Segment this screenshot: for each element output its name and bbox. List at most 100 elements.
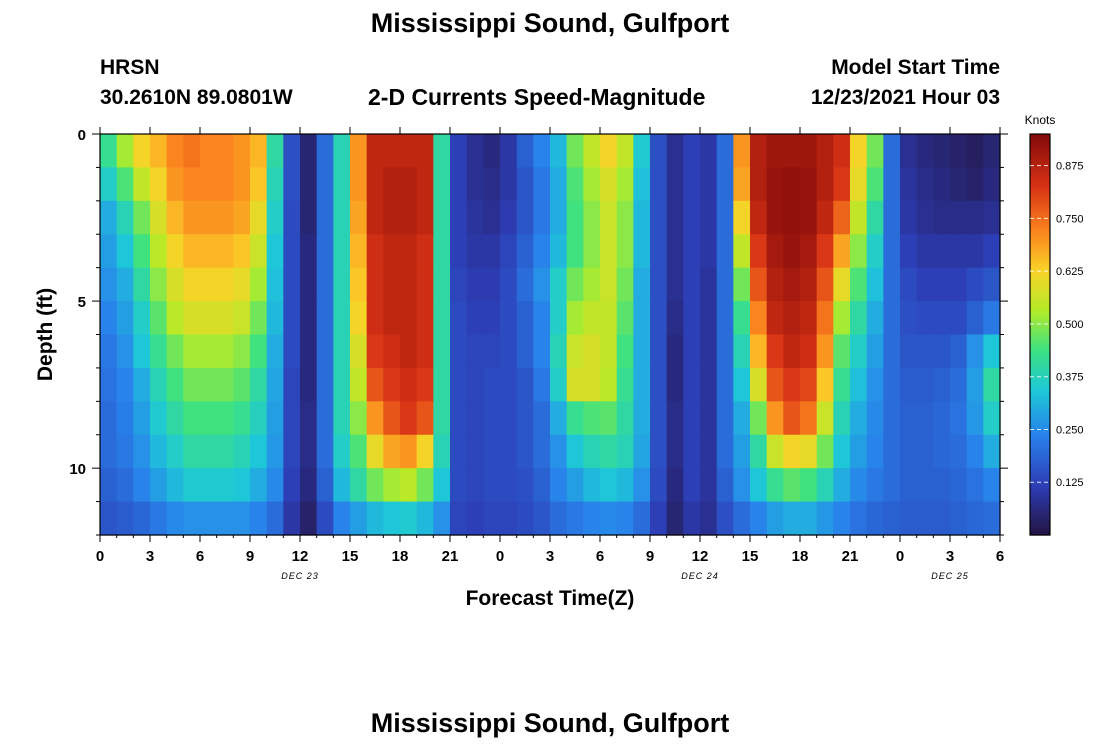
- heatmap-cell: [166, 301, 184, 336]
- heatmap-cell: [400, 200, 418, 235]
- heatmap-cell: [316, 267, 334, 302]
- heatmap-cell: [250, 167, 268, 202]
- heatmap-cell: [550, 501, 568, 536]
- x-tick-label: 12: [692, 548, 709, 565]
- colorbar-segment: [1030, 478, 1050, 483]
- heatmap-cell: [450, 468, 468, 503]
- heatmap-cell: [783, 334, 801, 369]
- heatmap-cell: [250, 468, 268, 503]
- heatmap-cell: [166, 200, 184, 235]
- heatmap-cell: [183, 367, 201, 402]
- heatmap-cell: [133, 468, 151, 503]
- heatmap-cell: [166, 501, 184, 536]
- colorbar-segment: [1030, 157, 1050, 162]
- heatmap-cell: [883, 301, 901, 336]
- heatmap-cell: [333, 234, 351, 269]
- heatmap-cell: [800, 267, 818, 302]
- colorbar-segment: [1030, 194, 1050, 199]
- heatmap-cell: [516, 434, 534, 469]
- heatmap-cell: [100, 468, 118, 503]
- colorbar-segment: [1030, 414, 1050, 419]
- heatmap-cell: [550, 367, 568, 402]
- heatmap-cell: [583, 334, 601, 369]
- heatmap-cell: [800, 334, 818, 369]
- heatmap-cell: [983, 367, 1001, 402]
- heatmap-cell: [850, 134, 868, 169]
- heatmap-cell: [716, 468, 734, 503]
- heatmap-cell: [800, 468, 818, 503]
- heatmap-cell: [866, 367, 884, 402]
- heatmap-cell: [983, 234, 1001, 269]
- heatmap-cell: [883, 167, 901, 202]
- heatmap-cell: [200, 501, 218, 536]
- heatmap-cell: [700, 501, 718, 536]
- colorbar-segment: [1030, 438, 1050, 443]
- heatmap-cell: [416, 334, 434, 369]
- heatmap-cell: [266, 200, 284, 235]
- heatmap-cell: [533, 468, 551, 503]
- heatmap-cell: [200, 234, 218, 269]
- heatmap-cell: [166, 334, 184, 369]
- heatmap-cell: [233, 200, 251, 235]
- colorbar-segment: [1030, 174, 1050, 179]
- heatmap-cell: [500, 334, 518, 369]
- heatmap-cell: [566, 401, 584, 436]
- heatmap-cell: [966, 301, 984, 336]
- heatmap-cell: [416, 301, 434, 336]
- heatmap-cell: [916, 200, 934, 235]
- heatmap-cell: [233, 501, 251, 536]
- heatmap-cell: [650, 401, 668, 436]
- colorbar-segment: [1030, 384, 1050, 389]
- heatmap-cell: [683, 267, 701, 302]
- heatmap-cell: [483, 134, 501, 169]
- colorbar-segment: [1030, 160, 1050, 165]
- colorbar-segment: [1030, 361, 1050, 366]
- heatmap-cell: [750, 501, 768, 536]
- heatmap-cell: [116, 367, 134, 402]
- heatmap-cell: [966, 501, 984, 536]
- heatmap-cell: [516, 334, 534, 369]
- heatmap-cell: [183, 334, 201, 369]
- heatmap-cell: [950, 167, 968, 202]
- heatmap-cell: [333, 301, 351, 336]
- heatmap-cell: [883, 134, 901, 169]
- heatmap-cell: [983, 401, 1001, 436]
- heatmap-cell: [500, 200, 518, 235]
- heatmap-cell: [116, 234, 134, 269]
- heatmap-cell: [866, 134, 884, 169]
- heatmap-cell: [783, 367, 801, 402]
- heatmap-cell: [283, 200, 301, 235]
- heatmap-cell: [100, 301, 118, 336]
- heatmap-cell: [416, 468, 434, 503]
- heatmap-cell: [800, 367, 818, 402]
- heatmap-cell: [150, 334, 168, 369]
- colorbar-segment: [1030, 307, 1050, 312]
- heatmap-cell: [183, 167, 201, 202]
- heatmap-cell: [166, 134, 184, 169]
- heatmap-cell: [783, 501, 801, 536]
- heatmap-cell: [166, 401, 184, 436]
- heatmap-cell: [466, 167, 484, 202]
- heatmap-cell: [716, 501, 734, 536]
- heatmap-cell: [466, 434, 484, 469]
- heatmap-cell: [500, 501, 518, 536]
- plot-subtitle: 2-D Currents Speed-Magnitude: [368, 84, 706, 110]
- heatmap-cell: [366, 167, 384, 202]
- heatmap-cell: [516, 234, 534, 269]
- heatmap-cell: [483, 234, 501, 269]
- heatmap-cell: [450, 167, 468, 202]
- x-tick-label: 18: [392, 548, 409, 565]
- heatmap-cell: [516, 167, 534, 202]
- colorbar-segment: [1030, 224, 1050, 229]
- heatmap-cell: [950, 468, 968, 503]
- colorbar-segment: [1030, 311, 1050, 316]
- heatmap-cell: [783, 200, 801, 235]
- heatmap-cell: [933, 134, 951, 169]
- heatmap-cell: [116, 134, 134, 169]
- heatmap-cell: [566, 468, 584, 503]
- heatmap-cell: [200, 267, 218, 302]
- heatmap-cell: [516, 367, 534, 402]
- heatmap-cell: [916, 501, 934, 536]
- heatmap-cell: [600, 367, 618, 402]
- heatmap-cell: [283, 367, 301, 402]
